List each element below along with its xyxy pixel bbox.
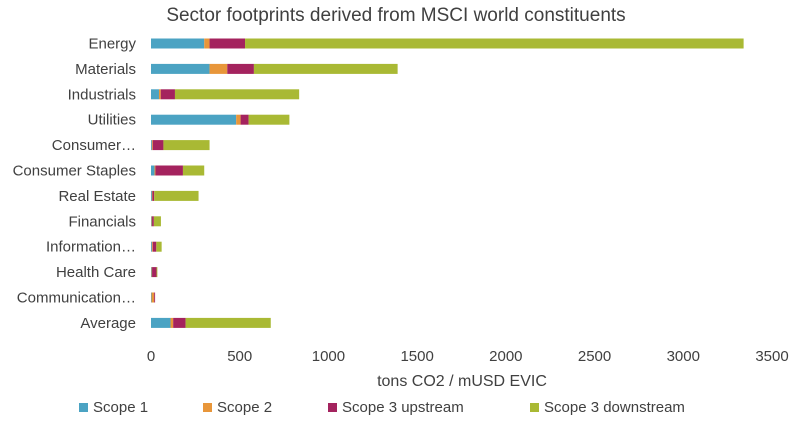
legend-swatch-scope-3-upstream <box>328 403 337 412</box>
bar-scope-1 <box>151 114 237 125</box>
legend-label: Scope 3 downstream <box>544 399 685 416</box>
bar-scope-2 <box>158 89 161 100</box>
legend-swatch-scope-3-downstream <box>530 403 539 412</box>
bar-scope-1 <box>151 63 210 74</box>
bar-scope-1 <box>151 241 152 252</box>
bar-scope-3-upstream <box>152 267 157 278</box>
bar-scope-1 <box>151 165 155 176</box>
bar-scope-3-downstream <box>253 63 398 74</box>
bar-scope-1 <box>151 140 152 151</box>
category-label: Energy <box>88 36 136 53</box>
bar-scope-3-upstream <box>227 63 254 74</box>
bar-scope-3-upstream <box>154 292 156 303</box>
bar-scope-3-upstream <box>152 190 155 201</box>
bar-scope-1 <box>151 267 152 278</box>
bar-scope-3-downstream <box>174 89 300 100</box>
bar-scope-1 <box>151 292 152 303</box>
bar-scope-1 <box>151 317 171 328</box>
category-label: Materials <box>75 61 136 78</box>
category-label: Financials <box>68 213 136 230</box>
bar-scope-3-upstream <box>152 216 154 227</box>
x-tick-label: 1000 <box>312 348 345 365</box>
bar-scope-2 <box>236 114 241 125</box>
bar-scope-1 <box>151 89 159 100</box>
category-label: Utilities <box>88 112 136 129</box>
bar-scope-3-upstream <box>240 114 249 125</box>
bar-scope-3-upstream <box>160 89 175 100</box>
x-tick-label: 2500 <box>578 348 611 365</box>
legend-label: Scope 1 <box>93 399 148 416</box>
bar-scope-1 <box>151 216 152 227</box>
x-axis-title: tons CO2 / mUSD EVIC <box>377 373 547 390</box>
legend: Scope 1 Scope 2 Scope 3 upstream Scope 3 do… <box>79 399 685 416</box>
bar-scope-3-downstream <box>156 241 162 252</box>
x-tick-label: 0 <box>147 348 155 365</box>
x-tick-label: 3500 <box>755 348 788 365</box>
category-label: Communication… <box>17 290 136 307</box>
bar-scope-3-upstream <box>152 140 164 151</box>
bar-scope-2 <box>170 317 174 328</box>
legend-swatch-scope-1 <box>79 403 88 412</box>
bar-scope-2 <box>151 241 153 252</box>
bar-scope-3-upstream <box>173 317 186 328</box>
bar-scope-3-downstream <box>185 317 271 328</box>
bar-scope-3-downstream <box>154 190 199 201</box>
x-tick-label: 500 <box>227 348 252 365</box>
bar-scope-3-upstream <box>209 38 246 49</box>
bar-scope-2 <box>151 190 153 201</box>
x-axis-ticks: 0 500 1000 1500 2000 2500 3000 3500 <box>147 348 789 365</box>
bar-scope-3-downstream <box>153 216 161 227</box>
bar-scope-2 <box>204 38 210 49</box>
bar-scope-3-downstream <box>156 267 158 278</box>
bars-layer <box>151 38 744 328</box>
bar-scope-1 <box>151 38 205 49</box>
legend-label: Scope 2 <box>217 399 272 416</box>
category-label: Consumer Staples <box>13 163 136 180</box>
bar-scope-2 <box>151 292 155 303</box>
legend-swatch-scope-2 <box>203 403 212 412</box>
category-labels: Energy Materials Industrials Utilities Consu… <box>13 36 137 332</box>
bar-scope-2 <box>151 267 153 278</box>
bar-scope-2 <box>151 216 153 227</box>
bar-scope-3-upstream <box>152 241 157 252</box>
bar-scope-2 <box>154 165 156 176</box>
bar-scope-3-downstream <box>248 114 290 125</box>
x-tick-label: 3000 <box>667 348 700 365</box>
category-label: Health Care <box>56 264 136 281</box>
x-tick-label: 2000 <box>489 348 522 365</box>
bar-scope-3-downstream <box>182 165 205 176</box>
category-label: Information… <box>46 239 136 256</box>
legend-label: Scope 3 upstream <box>342 399 464 416</box>
category-label: Average <box>80 315 136 332</box>
bar-scope-3-upstream <box>155 165 183 176</box>
bar-scope-1 <box>151 190 152 201</box>
bar-scope-2 <box>209 63 228 74</box>
category-label: Industrials <box>68 86 136 103</box>
bar-scope-3-downstream <box>245 38 744 49</box>
x-tick-label: 1500 <box>400 348 433 365</box>
bar-scope-2 <box>151 140 153 151</box>
bar-scope-3-downstream <box>163 140 210 151</box>
chart-title: Sector footprints derived from MSCI worl… <box>166 5 625 26</box>
category-label: Consumer… <box>52 137 136 154</box>
category-label: Real Estate <box>58 188 136 205</box>
